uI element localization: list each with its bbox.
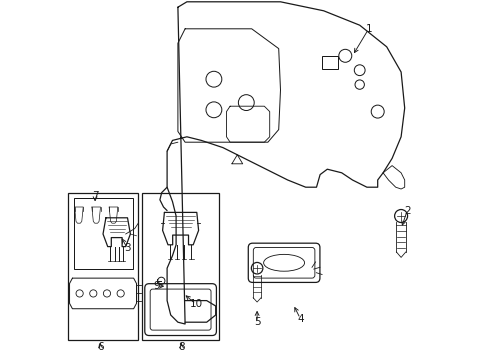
Text: 4: 4 <box>296 314 303 324</box>
Bar <box>142 193 219 340</box>
Text: 7: 7 <box>92 191 98 201</box>
Text: 9: 9 <box>153 281 159 291</box>
Text: 2: 2 <box>403 206 410 216</box>
Text: 8: 8 <box>178 342 184 352</box>
Bar <box>73 198 133 269</box>
Bar <box>321 56 337 69</box>
Text: 3: 3 <box>124 243 131 253</box>
Text: 10: 10 <box>189 299 202 309</box>
Text: 6: 6 <box>97 342 103 352</box>
Text: 1: 1 <box>365 24 371 34</box>
Bar <box>68 193 138 340</box>
Text: 5: 5 <box>253 317 260 327</box>
